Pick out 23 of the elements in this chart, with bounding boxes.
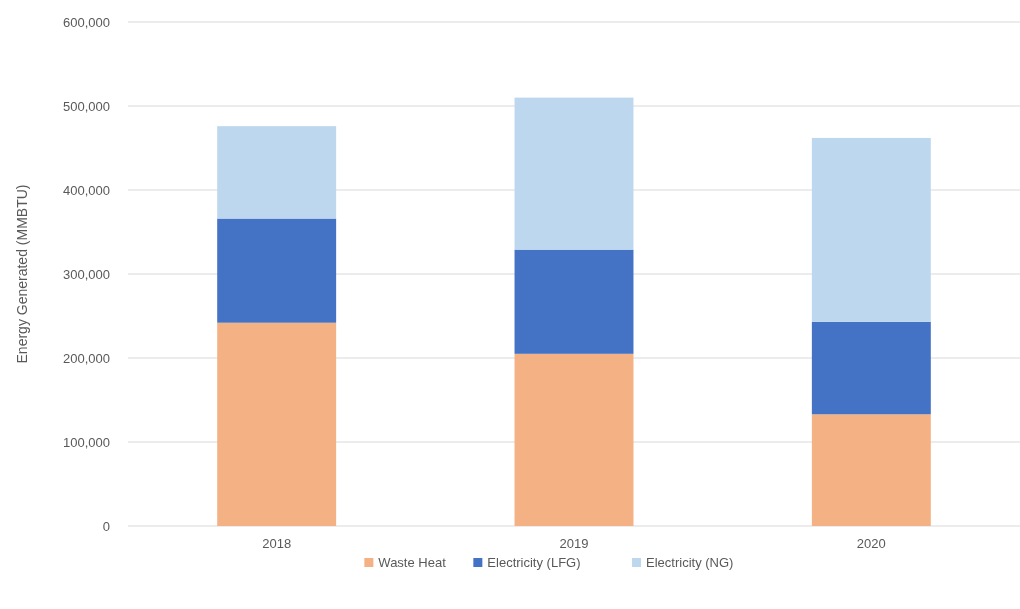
y-tick-label: 100,000 [63,434,110,450]
legend-label: Electricity (NG) [646,555,734,570]
bar [514,249,634,354]
y-tick-label: 300,000 [63,266,110,282]
bar [811,137,931,322]
bar [811,414,931,526]
bar [217,218,337,323]
bar [514,97,634,250]
y-tick-label: 0 [102,518,110,534]
legend-label: Electricity (LFG) [487,555,581,570]
bar [811,321,931,415]
bar [217,322,337,526]
legend-label: Waste Heat [378,555,447,570]
y-tick-label: 200,000 [63,350,110,366]
x-tick-label: 2019 [559,536,589,551]
y-axis-title: Energy Generated (MMBTU) [14,184,30,364]
y-tick-label: 500,000 [63,98,110,114]
x-tick-label: 2018 [262,536,292,551]
bar [217,126,337,219]
x-tick-label: 2020 [856,536,886,551]
y-tick-label: 400,000 [63,182,110,198]
bar [514,353,634,526]
y-tick-label: 600,000 [63,14,110,30]
